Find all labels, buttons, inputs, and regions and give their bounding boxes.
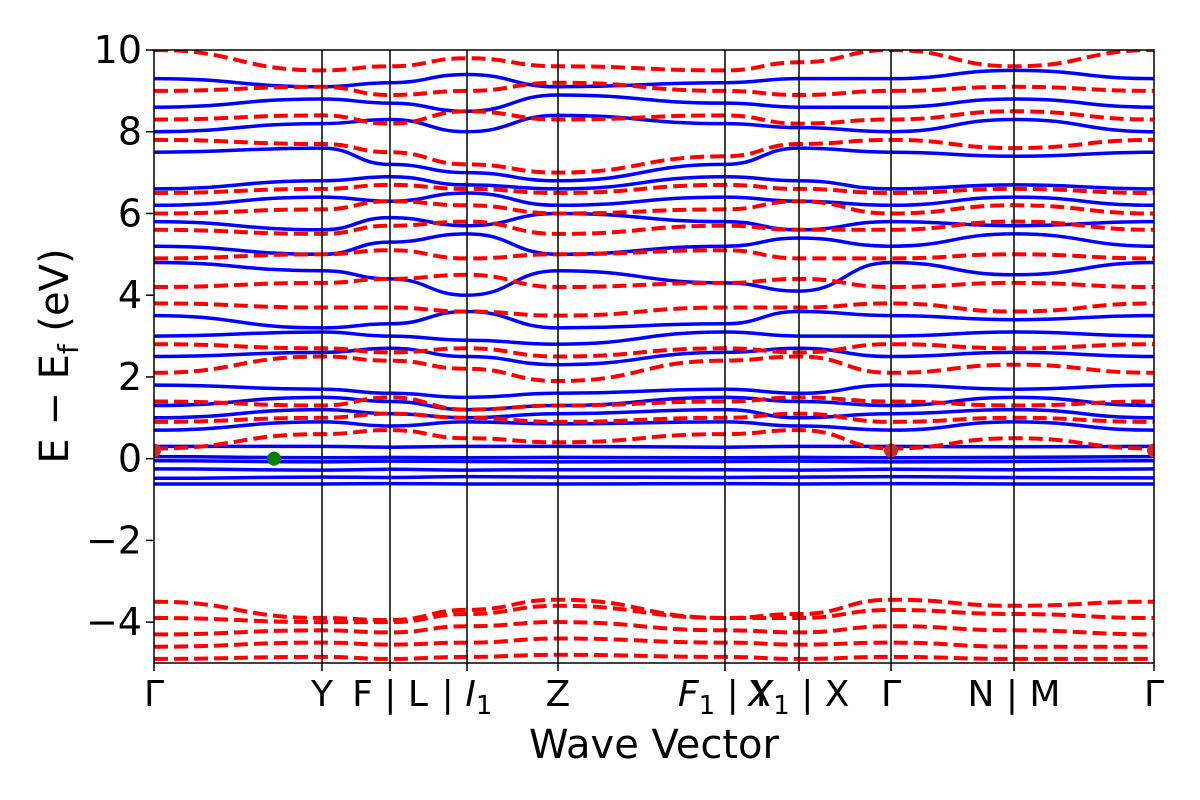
solid-band-16	[154, 191, 1154, 208]
dashed-band-15	[154, 182, 1154, 196]
solid-band-15	[154, 211, 1154, 232]
high-symmetry-lines	[321, 50, 1015, 663]
plot-frame	[153, 49, 1155, 664]
solid-band-19	[154, 113, 1154, 134]
dashed-band-1	[154, 636, 1154, 649]
dashed-band-2	[154, 620, 1154, 637]
k-point-label: Γ	[1144, 674, 1164, 715]
dashed-band-0	[154, 652, 1154, 661]
x-axis-label: Wave Vector	[529, 722, 780, 768]
k-point-label: Y	[310, 674, 334, 715]
solid-band-12	[154, 309, 1154, 330]
y-tick-label: 0	[118, 437, 142, 481]
solid-band-6	[154, 420, 1154, 432]
x-axis: Γ Y F | L | I1 Z F1 | YX1 | X Γ N | M Γ	[144, 663, 1164, 721]
band-lines	[154, 50, 1154, 661]
k-point-label: Γ	[144, 674, 164, 715]
solid-band-2	[154, 467, 1154, 472]
dashed-band-13	[154, 219, 1154, 236]
dashed-band-4	[154, 597, 1154, 623]
dashed-band-17	[154, 109, 1154, 126]
y-tick-label: 2	[118, 355, 142, 399]
solid-band-17	[154, 174, 1154, 191]
dashed-band-16	[154, 137, 1154, 175]
solid-band-20	[154, 93, 1154, 114]
dashed-band-7	[154, 395, 1154, 412]
dashed-band-11	[154, 272, 1154, 290]
dashed-band-8	[154, 354, 1154, 384]
solid-band-11	[154, 330, 1154, 346]
dashed-band-19	[154, 50, 1154, 73]
dashed-band-9	[154, 342, 1154, 359]
solid-band-7	[154, 407, 1154, 420]
y-axis-label: E − Ef (eV)	[32, 248, 85, 463]
dashed-band-6	[154, 411, 1154, 424]
solid-band-21	[154, 68, 1154, 89]
solid-band-14	[154, 232, 1154, 257]
solid-band-5	[154, 444, 1154, 449]
k-point-label: F1 | Y	[678, 674, 773, 721]
y-tick-label: 6	[118, 191, 142, 235]
solid-band-4	[154, 454, 1154, 460]
solid-band-9	[154, 383, 1154, 400]
k-point-label: F | L	[352, 674, 428, 715]
k-point-label: N | M	[967, 674, 1060, 715]
solid-band-1	[154, 474, 1154, 481]
dashed-band-10	[154, 301, 1154, 318]
y-tick-label: 8	[118, 110, 142, 154]
k-point-label: Z	[546, 674, 571, 715]
y-tick-label: 4	[118, 273, 142, 317]
y-axis: 10 8 6 4 2 0 −2 −4	[86, 28, 154, 644]
y-tick-label: −4	[86, 600, 142, 644]
marker-point-0	[154, 443, 161, 458]
solid-band-3	[154, 458, 1154, 464]
dashed-band-14	[154, 199, 1154, 216]
k-point-label: | I1	[442, 674, 493, 721]
y-tick-label: 10	[94, 28, 142, 72]
marker-point-3	[1147, 443, 1154, 458]
dashed-band-12	[154, 248, 1154, 261]
dashed-band-3	[154, 603, 1154, 625]
marker-point-1	[267, 451, 281, 466]
k-point-label: Γ	[881, 674, 901, 715]
solid-band-18	[154, 146, 1154, 183]
dashed-band-5	[154, 428, 1154, 451]
y-tick-label: −2	[86, 518, 142, 562]
dashed-band-18	[154, 80, 1154, 98]
solid-band-13	[154, 260, 1154, 297]
solid-band-8	[154, 395, 1154, 412]
k-point-label: X1 | X	[747, 674, 850, 721]
